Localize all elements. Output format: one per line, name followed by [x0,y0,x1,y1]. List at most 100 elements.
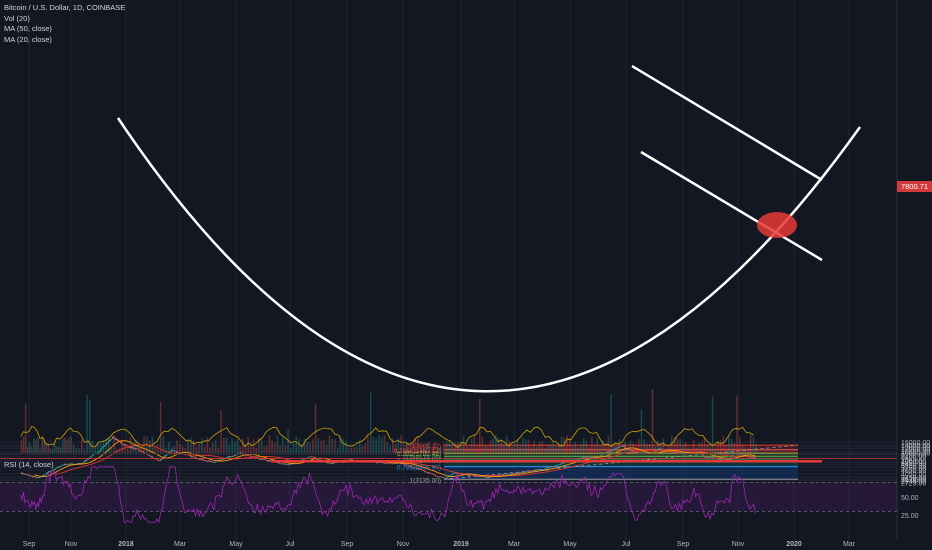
volume-bar [228,444,231,453]
volume-bar [132,444,134,453]
candle-body [135,448,137,449]
candle-body [91,455,93,457]
candle-body [126,445,128,446]
volume-bar [408,448,411,453]
candle-body [204,460,206,462]
candle-body [248,455,250,457]
candle-body [461,473,463,475]
candle-body [415,467,417,469]
volume-bar [657,440,659,453]
volume-bar [121,439,123,453]
candle-body [195,456,197,459]
candle-body [136,448,138,450]
candle-body [429,472,432,474]
candle-body [409,465,411,467]
candle-body [560,463,562,465]
candle-body [49,471,51,473]
volume-bar [602,440,604,453]
candle-body [511,473,513,474]
symbol-title[interactable]: Bitcoin / U.S. Dollar, 1D, COINBASE [4,3,126,12]
candle-body [500,474,503,476]
candle-body [537,469,539,471]
volume-bar [323,439,325,453]
candle-body [488,477,490,478]
candle-body [530,470,533,472]
candle-body [22,473,25,475]
drawing-annotations[interactable] [0,64,897,463]
vol-indicator-label[interactable]: Vol (20) [4,13,30,23]
candle-body [163,456,166,458]
candle-body [161,459,163,461]
candle-body [536,469,538,471]
volume-bar [454,442,456,453]
candle-body [528,471,530,472]
candle-body [455,472,457,474]
candle-body [63,464,65,466]
candle-body [551,466,553,468]
candle-body [539,469,541,470]
candle-body [277,462,280,464]
ma20-indicator-label[interactable]: MA (20, close) [4,34,52,44]
y-tick-label: 4050.00 [901,471,926,478]
volume-bar [487,446,489,453]
volume-bar [331,438,333,453]
candle-body [607,451,610,453]
volume-bar [711,396,714,453]
volume-bar [274,443,276,453]
candle-body [695,452,697,453]
candle-body [507,473,509,475]
candle-body [416,467,418,469]
candle-body [193,456,195,458]
candle-body [466,475,468,476]
candle-body [725,458,727,460]
candle-body [349,459,351,461]
candle-body [584,457,586,458]
candle-body [487,477,489,479]
volume-bar [516,439,519,453]
candle-body [382,462,384,464]
candle-body [109,440,111,441]
volume-bar [239,446,242,453]
volume-bar [59,447,62,453]
volume-bar [266,445,268,453]
candle-body [190,455,192,458]
candle-body [625,447,627,449]
rsi-indicator-label[interactable]: RSI (14, close) [4,460,54,469]
candle-body [728,459,730,460]
candle-body [541,469,544,471]
candle-body [559,464,561,465]
x-tick-label: Sep [341,541,354,548]
volume-bar [223,437,225,453]
candle-body [285,464,288,465]
volume-bar [468,447,470,453]
candle-body [105,443,107,445]
volume-bar [465,443,467,453]
y-tick-label: 13000.00 [901,445,930,452]
volume-bar [411,444,414,453]
candle-body [589,456,591,458]
candle-body [281,463,283,465]
candle-body [218,459,221,461]
volume-bar [339,435,342,453]
candle-body [210,461,212,463]
candle-body [555,465,557,466]
candle-body [350,459,353,460]
y-tick-label: 8400.00 [901,455,926,462]
candle-body [580,457,582,459]
volume-bar [24,404,27,453]
candle-body [410,465,412,467]
candle-body [134,448,136,450]
candle-body [420,469,422,471]
candle-body [712,457,714,458]
volume-bar [86,394,88,453]
candle-body [431,473,434,475]
candle-body [385,462,388,464]
candle-body [629,449,631,450]
candle-body [334,462,336,463]
candle-body [202,458,204,461]
candle-body [439,476,441,478]
candle-body [529,470,532,472]
ma50-indicator-label[interactable]: MA (50, close) [4,24,52,33]
candle-body [191,456,193,458]
